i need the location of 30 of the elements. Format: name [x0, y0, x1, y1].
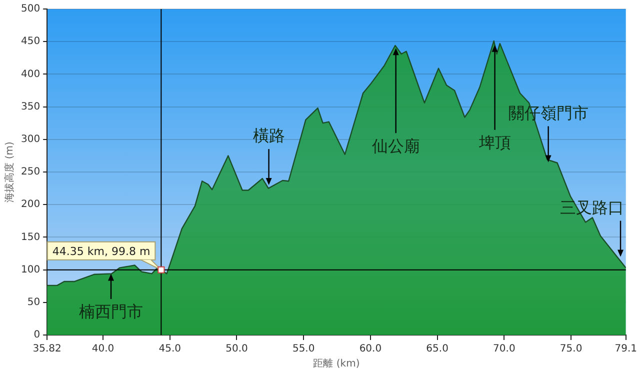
y-tick-label: 300 — [20, 134, 40, 145]
y-tick-label: 250 — [20, 166, 40, 178]
x-tick-label: 35.82 — [32, 344, 62, 355]
x-axis-title: 距離 (km) — [313, 358, 360, 370]
annotation: 楠西門市 — [79, 302, 144, 322]
y-tick-label: 100 — [20, 264, 40, 276]
x-tick-label: 79.1 — [614, 344, 637, 355]
y-tick-label: 150 — [20, 232, 40, 243]
x-tick-label: 50.0 — [226, 344, 248, 355]
annotation: 埤頂 — [478, 133, 511, 152]
y-tick-label: 350 — [20, 101, 40, 112]
annotation: 仙公廟 — [372, 136, 420, 156]
y-tick-label: 500 — [20, 4, 40, 15]
annotation: 三叉路口 — [560, 198, 624, 217]
x-tick-label: 75.0 — [560, 344, 582, 355]
annotation: 關仔嶺門市 — [508, 103, 588, 122]
annotation: 橫路 — [252, 126, 285, 146]
y-tick-label: 50 — [27, 296, 40, 308]
x-tick-label: 40.0 — [92, 344, 114, 355]
x-tick-label: 45.0 — [158, 344, 181, 355]
y-axis-title: 海拔高度 (m) — [4, 142, 16, 202]
x-tick-label: 55.0 — [292, 344, 315, 355]
y-tick-label: 200 — [20, 199, 40, 210]
annotation: 44.35 km, 99.8 m — [52, 244, 150, 258]
x-tick-label: 65.0 — [426, 344, 448, 355]
y-tick-label: 0 — [34, 330, 40, 341]
x-tick-label: 70.0 — [493, 344, 516, 355]
x-tick-label: 60.0 — [359, 344, 382, 355]
y-tick-label: 450 — [20, 36, 40, 48]
y-tick-label: 400 — [20, 68, 40, 80]
